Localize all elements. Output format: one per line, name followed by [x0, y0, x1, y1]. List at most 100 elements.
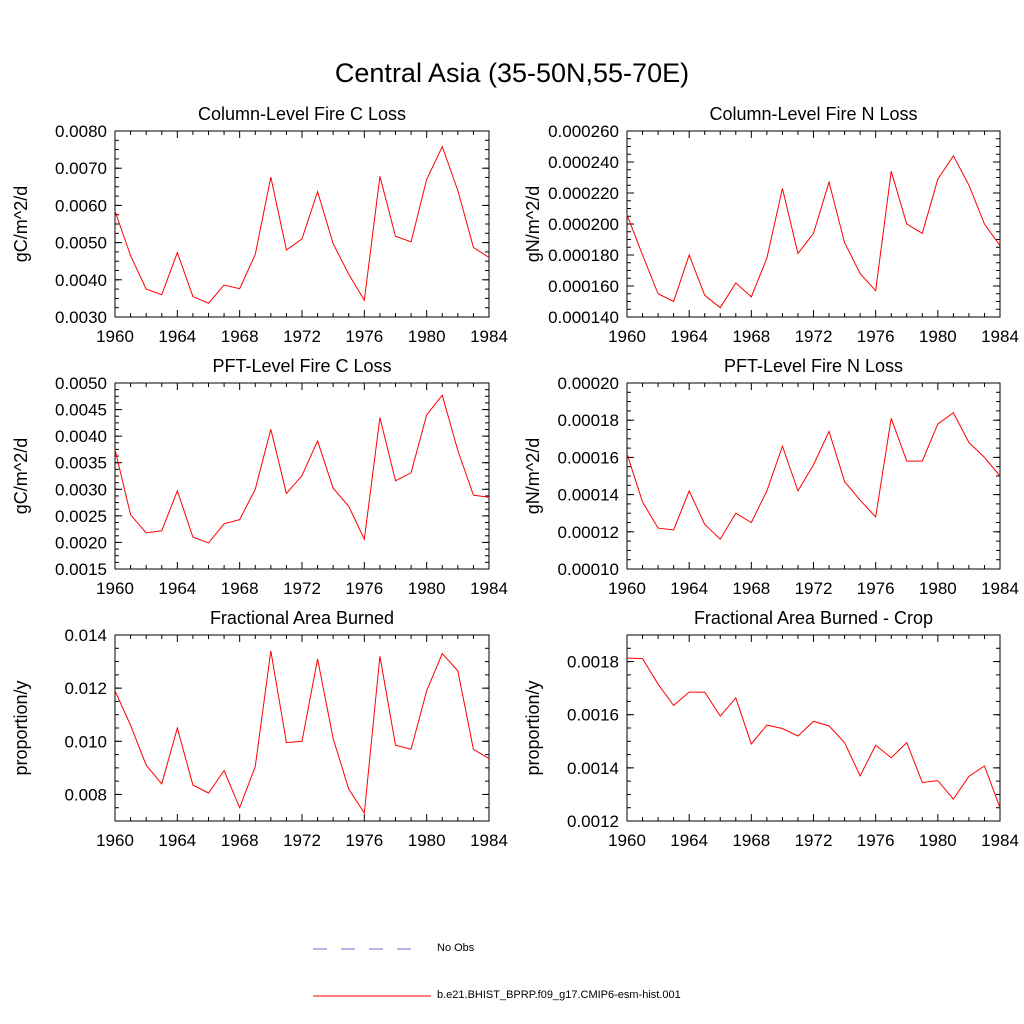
x-tick-label: 1984 — [470, 327, 508, 346]
y-tick-label: 0.0016 — [567, 706, 619, 725]
y-tick-label: 0.0012 — [567, 812, 619, 831]
y-tick-label: 0.010 — [64, 732, 107, 751]
chart-title: Fractional Area Burned — [210, 608, 394, 628]
chart-panel-6: Fractional Area Burned - Crop proportion/… — [523, 608, 1019, 850]
y-tick-label: 0.0030 — [55, 480, 107, 499]
x-tick-label: 1984 — [470, 831, 508, 850]
plot-frame — [626, 634, 1001, 822]
chart-panel-3: PFT-Level Fire C Loss gC/m^2/d 1960 1964 196… — [11, 356, 508, 598]
x-tick-label: 1968 — [732, 327, 770, 346]
y-axis-label: gN/m^2/d — [523, 438, 543, 514]
y-tick-label: 0.0070 — [55, 159, 107, 178]
series-line — [114, 145, 490, 304]
y-axis-label: gN/m^2/d — [523, 186, 543, 262]
x-tick-label: 1964 — [158, 327, 196, 346]
chart-title: Column-Level Fire N Loss — [709, 104, 917, 124]
x-tick-label: 1976 — [345, 579, 383, 598]
legend-model-line — [313, 995, 431, 997]
x-tick-label: 1976 — [857, 579, 895, 598]
x-tick-label: 1964 — [158, 579, 196, 598]
series-line — [114, 394, 490, 544]
x-tick-label: 1960 — [96, 579, 134, 598]
plot-frame — [114, 634, 490, 822]
x-tick-label: 1960 — [96, 327, 134, 346]
x-tick-label: 1972 — [283, 327, 321, 346]
series-line — [626, 412, 1001, 541]
x-tick-label: 1980 — [408, 831, 446, 850]
y-tick-label: 0.000160 — [548, 277, 619, 296]
x-tick-label: 1984 — [470, 579, 508, 598]
y-axis-label: proportion/y — [523, 680, 543, 775]
x-tick-label: 1964 — [670, 831, 708, 850]
y-tick-label: 0.014 — [64, 626, 107, 645]
y-tick-label: 0.0040 — [55, 427, 107, 446]
y-tick-label: 0.00010 — [558, 560, 619, 579]
chart-title: Fractional Area Burned - Crop — [694, 608, 933, 628]
y-tick-label: 0.00018 — [558, 411, 619, 430]
plot-frame — [626, 130, 1001, 318]
x-tick-label: 1972 — [795, 831, 833, 850]
x-tick-label: 1960 — [96, 831, 134, 850]
y-tick-label: 0.012 — [64, 679, 107, 698]
x-tick-label: 1980 — [919, 831, 957, 850]
y-tick-label: 0.0035 — [55, 454, 107, 473]
x-tick-label: 1960 — [608, 579, 646, 598]
y-tick-label: 0.0018 — [567, 653, 619, 672]
x-tick-label: 1984 — [981, 579, 1019, 598]
series-line — [626, 657, 1001, 808]
y-tick-label: 0.00012 — [558, 523, 619, 542]
y-tick-label: 0.0060 — [55, 196, 107, 215]
series-line — [626, 154, 1001, 309]
x-tick-label: 1972 — [795, 579, 833, 598]
y-tick-label: 0.0015 — [55, 560, 107, 579]
y-tick-label: 0.000260 — [548, 122, 619, 141]
y-axis-label: gC/m^2/d — [11, 438, 31, 514]
x-tick-label: 1968 — [732, 831, 770, 850]
x-tick-label: 1976 — [345, 831, 383, 850]
x-tick-label: 1984 — [981, 327, 1019, 346]
x-tick-label: 1968 — [732, 579, 770, 598]
y-tick-label: 0.00014 — [558, 486, 619, 505]
legend-obs-line — [313, 948, 423, 950]
plot-frame — [626, 382, 1001, 570]
x-tick-label: 1972 — [283, 579, 321, 598]
chart-title: PFT-Level Fire C Loss — [212, 356, 391, 376]
y-tick-label: 0.00020 — [558, 374, 619, 393]
y-tick-label: 0.00016 — [558, 448, 619, 467]
x-tick-label: 1976 — [857, 831, 895, 850]
y-tick-label: 0.0020 — [55, 533, 107, 552]
x-tick-label: 1968 — [221, 831, 259, 850]
chart-panel-5: Fractional Area Burned proportion/y 1960 19… — [11, 608, 508, 850]
y-tick-label: 0.0045 — [55, 401, 107, 420]
chart-title: PFT-Level Fire N Loss — [724, 356, 903, 376]
x-tick-label: 1960 — [608, 831, 646, 850]
y-tick-label: 0.0040 — [55, 271, 107, 290]
y-axis-label: gC/m^2/d — [11, 186, 31, 262]
y-axis-label: proportion/y — [11, 680, 31, 775]
x-tick-label: 1968 — [221, 579, 259, 598]
x-tick-label: 1968 — [221, 327, 259, 346]
y-tick-label: 0.0050 — [55, 374, 107, 393]
y-tick-label: 0.000180 — [548, 246, 619, 265]
x-tick-label: 1964 — [670, 327, 708, 346]
y-tick-label: 0.0025 — [55, 507, 107, 526]
x-tick-label: 1980 — [408, 327, 446, 346]
y-tick-label: 0.0050 — [55, 234, 107, 253]
y-tick-label: 0.0030 — [55, 308, 107, 327]
plot-frame — [114, 130, 490, 318]
y-tick-label: 0.000140 — [548, 308, 619, 327]
page-title: Central Asia (35-50N,55-70E) — [334, 58, 690, 88]
x-tick-label: 1976 — [345, 327, 383, 346]
x-tick-label: 1984 — [981, 831, 1019, 850]
chart-panel-2: Column-Level Fire N Loss gN/m^2/d 1960 1964… — [523, 104, 1019, 346]
y-tick-label: 0.0014 — [567, 759, 619, 778]
x-tick-label: 1980 — [919, 579, 957, 598]
legend-obs-label: No Obs — [437, 942, 475, 954]
legend-model-label: b.e21.BHIST_BPRP.f09_g17.CMIP6-esm-hist.… — [437, 989, 681, 1001]
y-tick-label: 0.000220 — [548, 184, 619, 203]
x-tick-label: 1972 — [283, 831, 321, 850]
chart-title: Column-Level Fire C Loss — [198, 104, 406, 124]
x-tick-label: 1964 — [158, 831, 196, 850]
chart-panel-1: Column-Level Fire C Loss gC/m^2/d 1960 1964… — [11, 104, 508, 346]
